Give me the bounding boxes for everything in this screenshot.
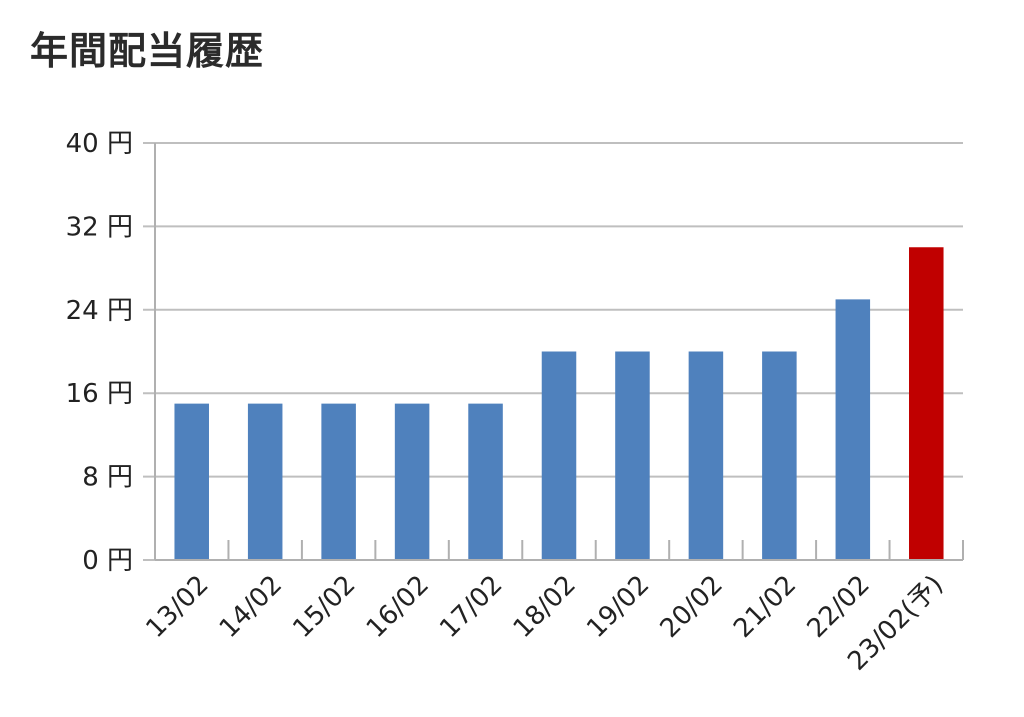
bar: [615, 351, 650, 560]
x-tick-label: 19/02: [581, 570, 655, 644]
y-tick-label: 32 円: [66, 212, 133, 242]
y-axis-tick-labels: 0 円 8 円 16 円 24 円 32 円 40 円: [66, 129, 133, 576]
y-tick-label: 24 円: [66, 296, 133, 326]
y-tick-label: 8 円: [82, 463, 133, 493]
x-tick-label: 16/02: [361, 570, 435, 644]
y-tick-label: 40 円: [66, 129, 133, 159]
bar-forecast: [909, 247, 944, 560]
bar: [247, 403, 283, 560]
bar: [174, 403, 209, 560]
x-tick-label: 15/02: [287, 570, 361, 644]
x-axis-tick-labels: 13/02 14/02 15/02 16/02 17/02 18/02 19/02 20/02…: [140, 570, 949, 677]
chart-title: 年間配当履歴: [30, 29, 265, 73]
bar: [394, 403, 430, 560]
x-tick-label: 20/02: [655, 570, 729, 644]
x-tick-label: 17/02: [434, 570, 508, 644]
bar: [468, 403, 503, 560]
bar: [541, 351, 577, 560]
x-tick-label: 13/02: [140, 570, 214, 644]
bar: [688, 351, 724, 560]
y-tick-label: 0 円: [82, 546, 133, 576]
bars: [174, 247, 944, 560]
bar: [835, 299, 871, 560]
bar: [321, 403, 356, 560]
x-tick-label: 18/02: [508, 570, 582, 644]
bar: [762, 351, 797, 560]
y-tick-label: 16 円: [66, 379, 133, 409]
x-tick-label: 14/02: [214, 570, 288, 644]
x-tick-label: 21/02: [728, 570, 802, 644]
axes: [154, 143, 964, 561]
